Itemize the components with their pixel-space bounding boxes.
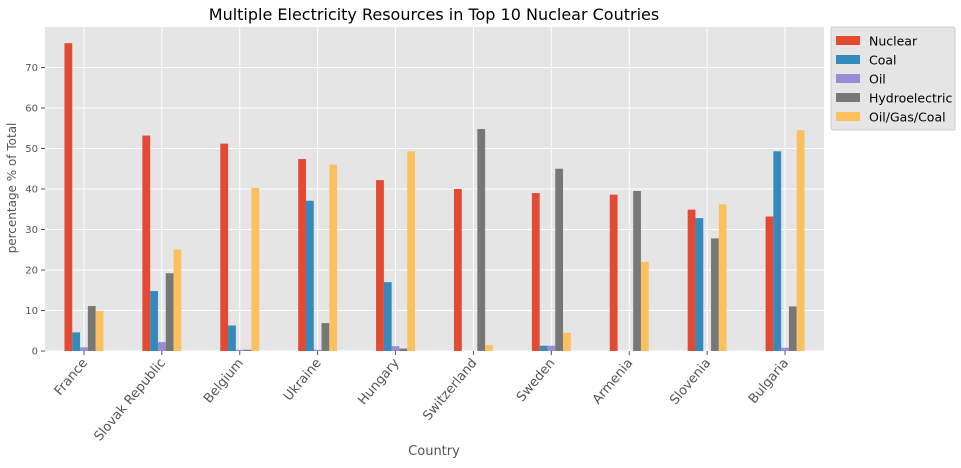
bar: [157, 342, 166, 351]
x-tick-label: Belgium: [201, 356, 247, 406]
bar: [563, 332, 571, 351]
legend-label: Coal: [869, 53, 897, 68]
bar: [80, 347, 88, 351]
bar: [220, 143, 229, 351]
legend: Nuclear Coal Oil Hydroelectric Oil/Gas/Coal: [830, 26, 956, 131]
bar: [243, 349, 252, 351]
x-tick-label: Slovenia: [667, 356, 714, 408]
bar: [321, 323, 330, 351]
bar: [376, 180, 384, 351]
legend-label: Nuclear: [869, 34, 918, 49]
y-tick-label: 0: [32, 347, 38, 358]
bar: [781, 347, 789, 351]
bar: [407, 151, 416, 351]
x-tick-label: Bulgaria: [746, 356, 792, 407]
bar: [298, 159, 306, 351]
legend-swatch: [836, 74, 860, 83]
bar: [687, 209, 696, 351]
legend-swatch: [836, 93, 860, 102]
x-tick-label: Armenia: [590, 356, 637, 407]
bar: [165, 273, 174, 351]
legend-label: Oil: [869, 72, 886, 87]
bar: [485, 344, 493, 351]
y-tick-label: 50: [25, 144, 38, 155]
x-axis-ticks: France Slovak Republic Belgium Ukraine Hunga…: [52, 351, 792, 444]
x-tick-label: Switzerland: [420, 356, 480, 424]
bar: [173, 249, 182, 351]
y-axis-ticks: 0 10 20 30 40 50 60 70: [25, 63, 45, 358]
legend-label: Oil/Gas/Coal: [869, 110, 946, 125]
legend-label: Hydroelectric: [869, 91, 952, 106]
bar: [555, 168, 564, 351]
bar: [633, 191, 641, 351]
bar: [539, 345, 548, 351]
y-tick-label: 10: [25, 306, 38, 317]
bar: [547, 345, 556, 351]
bar: [477, 129, 486, 351]
bars: [64, 43, 805, 351]
bar: [142, 135, 151, 351]
bar: [329, 164, 338, 351]
legend-swatch: [836, 112, 860, 121]
bar: [640, 261, 649, 351]
bar: [609, 194, 618, 351]
bar: [95, 310, 104, 351]
bar: [64, 43, 73, 351]
bar: [383, 282, 392, 351]
bar: [765, 216, 774, 351]
bar: [150, 291, 158, 351]
bar: [305, 200, 314, 351]
bar: [773, 151, 782, 351]
bar: [235, 349, 244, 351]
bar: [313, 349, 322, 351]
bar: [796, 130, 805, 351]
bar: [453, 189, 462, 351]
y-tick-label: 20: [25, 266, 38, 277]
y-tick-label: 30: [25, 225, 38, 236]
bar: [718, 204, 727, 351]
bar: [72, 332, 81, 351]
bar: [531, 193, 540, 351]
bar: [695, 218, 704, 351]
x-tick-label: France: [52, 356, 91, 399]
y-tick-label: 60: [25, 104, 38, 115]
bar: [228, 325, 236, 351]
bar: [399, 348, 408, 351]
legend-swatch: [836, 36, 860, 45]
bar: [711, 238, 719, 351]
x-tick-label: Hungary: [355, 356, 402, 408]
legend-box: [830, 26, 956, 131]
legend-swatch: [836, 55, 860, 64]
bar: [87, 306, 96, 351]
y-tick-label: 70: [25, 63, 38, 74]
x-axis-label: Country: [408, 444, 460, 459]
y-tick-label: 40: [25, 185, 38, 196]
x-tick-label: Ukraine: [281, 356, 325, 404]
x-tick-label: Sweden: [514, 356, 559, 405]
bar: [391, 346, 400, 351]
y-axis-label: percentage % of Total: [5, 123, 19, 254]
x-tick-label: Slovak Republic: [91, 356, 169, 444]
bar: [788, 306, 797, 351]
bar: [251, 187, 260, 351]
chart-title: Multiple Electricity Resources in Top 10…: [209, 5, 659, 24]
